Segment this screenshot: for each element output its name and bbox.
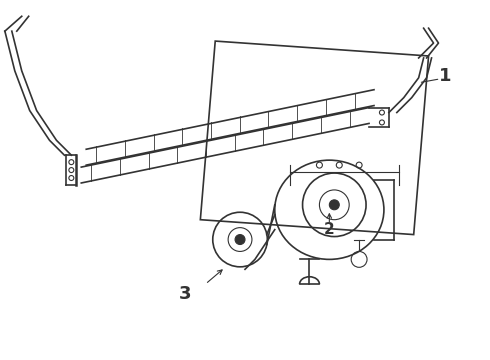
Text: 2: 2 [324,222,335,237]
Text: 3: 3 [179,285,192,303]
Circle shape [235,235,245,244]
Circle shape [329,200,339,210]
Text: 1: 1 [439,67,452,85]
